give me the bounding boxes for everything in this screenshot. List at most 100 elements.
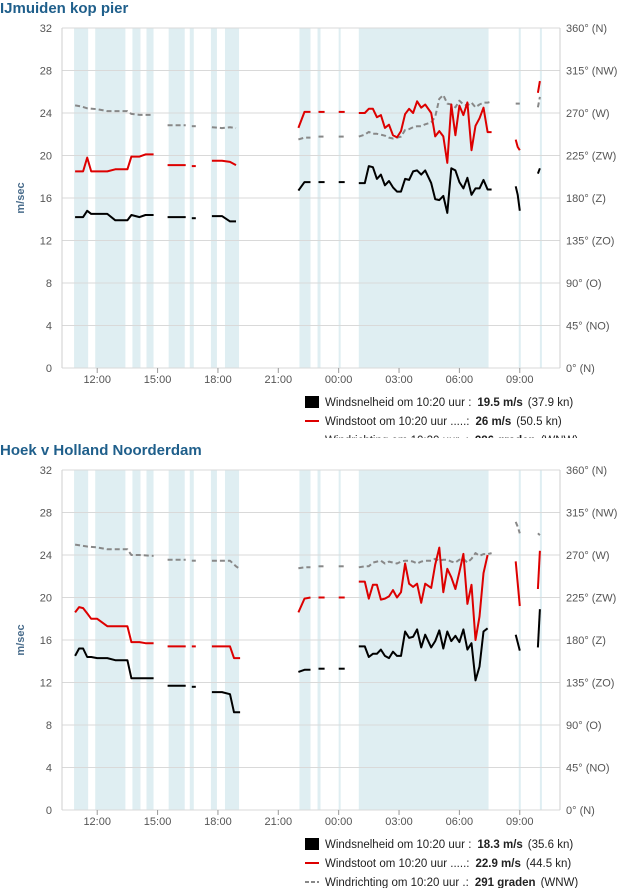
direction-series-line [74,543,154,557]
y-tick-label: 4 [46,321,52,333]
x-tick-label: 06:00 [446,816,474,828]
legend-value: 18.3 m/s [477,839,522,851]
y2-tick-label: 0° (N) [566,805,595,817]
speed-series-line [298,668,311,673]
y2-tick-label: 225° (ZW) [566,593,616,605]
y-tick-label: 16 [40,635,52,647]
gust-series-line [358,546,489,641]
y2-tick-label: 360° (N) [566,465,607,477]
direction-series-line [536,96,541,108]
legend-extra: (50.5 kn) [516,416,562,428]
gust-series-line [536,550,541,590]
y-tick-label: 8 [46,278,52,290]
y-tick-label: 20 [40,593,52,605]
legend-swatch-speed [305,838,319,850]
speed-series-line [514,186,521,211]
speed-series-line [358,627,489,682]
legend-extra: (35.6 kn) [528,839,574,851]
legend-entry: Windstoot om 10:20 uur .....: 22.9 m/s (44… [325,858,571,870]
legend-value: 291 graden [475,877,536,888]
x-tick-label: 15:00 [144,374,172,386]
y-tick-label: 16 [40,193,52,205]
x-tick-label: 21:00 [265,374,293,386]
direction-series-line [358,552,492,569]
y2-tick-label: 90° (O) [566,278,602,290]
legend-label: Windstoot om 10:20 uur .....: [325,858,469,870]
legend-entry: Windsnelheid om 10:20 uur : 18.3 m/s (35.6… [325,839,573,851]
legend-swatch-speed [305,396,319,408]
legend-label: Windstoot om 10:20 uur .....: [325,416,469,428]
x-tick-label: 03:00 [385,816,413,828]
legend-value: 22.9 m/s [475,858,520,870]
y2-tick-label: 270° (W) [566,108,610,120]
y-tick-label: 8 [46,720,52,732]
legend-extra: (37.9 kn) [528,397,574,409]
x-tick-label: 15:00 [144,816,172,828]
legend-extra: (WNW) [541,435,579,438]
y-tick-label: 32 [40,23,52,35]
gust-series-line [514,561,521,607]
legend-value: 286 graden [475,435,536,438]
speed-series-line [536,609,541,648]
direction-series-line [514,521,521,534]
y2-tick-label: 270° (W) [566,550,610,562]
y2-tick-label: 0° (N) [566,363,595,375]
speed-series-line [514,634,521,651]
y2-tick-label: 180° (Z) [566,193,606,205]
gust-series-line [211,645,241,660]
x-tick-label: 00:00 [325,374,353,386]
legend-label: Windsnelheid om 10:20 uur : [325,397,471,409]
x-tick-label: 18:00 [204,374,232,386]
y-axis-label: m/sec [15,182,27,213]
y-tick-label: 4 [46,763,52,775]
legend-entry: Windrichting om 10:20 uur .: 291 graden (W… [325,877,578,888]
x-tick-label: 09:00 [506,816,534,828]
gust-series-line [211,159,237,166]
speed-series-line [358,165,492,214]
direction-series-line [298,566,311,570]
speed-series-line [74,647,154,680]
direction-series-line [211,559,241,571]
gust-series-line [297,110,311,129]
gust-series-line [358,100,492,164]
legend-extra: (WNW) [541,877,579,888]
direction-series-line [211,126,237,130]
speed-series-line [297,181,311,192]
gust-series-line [297,596,311,613]
y-tick-label: 0 [46,363,52,375]
legend-label: Windsnelheid om 10:20 uur : [325,839,471,851]
x-tick-label: 06:00 [446,374,474,386]
direction-series-line [74,104,154,116]
speed-series-line [211,215,236,223]
station-title: Hoek v Holland Noorderdam [0,442,202,459]
y-tick-label: 24 [40,550,52,562]
y2-tick-label: 315° (NW) [566,508,617,520]
legend-value: 19.5 m/s [477,397,522,409]
y2-tick-label: 90° (O) [566,720,602,732]
gust-series-line [74,606,154,645]
x-tick-label: 21:00 [265,816,293,828]
y-tick-label: 12 [40,678,52,690]
x-tick-label: 12:00 [83,816,111,828]
y2-tick-label: 135° (ZO) [566,678,614,690]
y2-tick-label: 135° (ZO) [566,236,614,248]
x-tick-label: 09:00 [506,374,534,386]
y-tick-label: 0 [46,805,52,817]
direction-series-line [537,532,541,536]
speed-series-line [536,167,541,174]
y-tick-label: 28 [40,508,52,520]
y2-tick-label: 315° (NW) [566,66,617,78]
speed-series-line [211,691,241,714]
y-tick-label: 28 [40,66,52,78]
legend-label: Windrichting om 10:20 uur .: [325,877,469,888]
x-tick-label: 00:00 [325,816,353,828]
legend-entry: Windstoot om 10:20 uur .....: 26 m/s (50.5… [325,416,562,428]
gust-series-line [536,80,541,93]
y-tick-label: 32 [40,465,52,477]
direction-series-line [298,136,311,141]
y-tick-label: 24 [40,108,52,120]
y2-tick-label: 45° (NO) [566,763,610,775]
wind-chart-ijmuiden: 0 0° (N) 4 45° (NO) 8 90° (O) 12 135° (ZO) 16 180… [15,23,617,438]
speed-series-line [75,209,154,222]
y2-tick-label: 180° (Z) [566,635,606,647]
